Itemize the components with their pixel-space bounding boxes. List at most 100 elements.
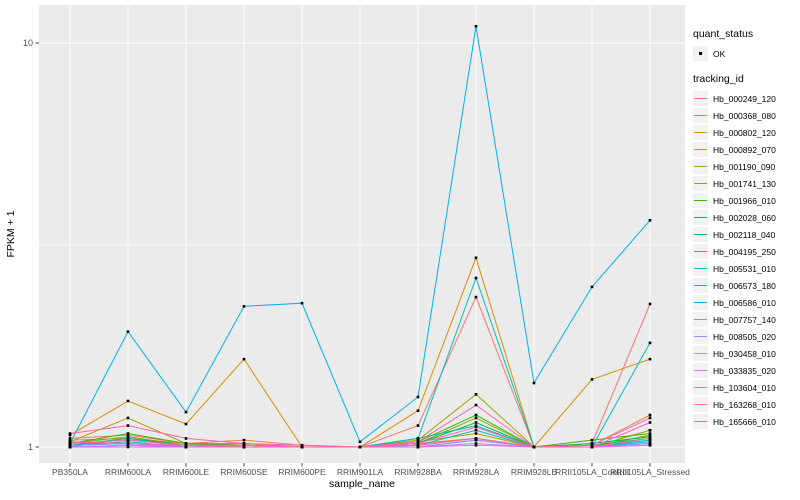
data-point-marker — [126, 442, 130, 445]
legend-item-label: Hb_001190_090 — [713, 161, 776, 172]
data-point-marker — [474, 403, 478, 407]
plot-panel — [39, 5, 685, 463]
legend-quant-status-items: OK — [693, 45, 799, 62]
legend-item-label: Hb_103604_010 — [713, 382, 776, 393]
legend-item-tracking-id: Hb_000892_070 — [693, 141, 799, 158]
x-axis-title: sample_name — [329, 478, 395, 490]
data-point-marker — [68, 445, 72, 449]
legend-item-label: Hb_000892_070 — [713, 144, 776, 155]
data-point-marker — [68, 432, 72, 435]
data-point-marker — [590, 443, 594, 447]
legend-item-label: Hb_030458_010 — [713, 348, 776, 359]
legend-key-box — [693, 91, 708, 106]
legend-item-label: Hb_000249_120 — [713, 93, 776, 104]
data-point-marker — [532, 381, 536, 385]
data-point-marker — [648, 432, 652, 435]
legend-key-box — [693, 244, 708, 259]
data-point-marker — [474, 428, 478, 432]
data-point-marker — [68, 433, 72, 437]
legend-color-line — [694, 335, 707, 338]
data-point-marker — [126, 440, 130, 444]
data-point-marker — [648, 341, 652, 345]
x-tick-label: RRII105LA_Control — [555, 467, 629, 477]
data-point-marker — [648, 219, 652, 222]
legend-color-line — [694, 233, 707, 236]
legend-item-tracking-id: Hb_000368_080 — [693, 107, 799, 124]
legend-item-label: Hb_004195_250 — [713, 246, 776, 257]
data-point-marker — [416, 443, 420, 447]
legend-key-box — [693, 193, 708, 208]
data-point-marker — [242, 443, 246, 447]
data-point-marker — [648, 421, 652, 424]
data-point-marker — [648, 442, 652, 445]
legend-color-line — [694, 301, 707, 304]
data-point-marker — [474, 424, 478, 427]
data-point-marker — [242, 304, 246, 308]
legend-color-line — [694, 284, 707, 287]
x-tick-label: RRIM928BA — [394, 467, 442, 477]
legend-item-tracking-id: Hb_000249_120 — [693, 90, 799, 107]
data-point-marker — [590, 285, 594, 289]
data-point-marker — [474, 421, 478, 424]
legend-item-tracking-id: Hb_006586_010 — [693, 294, 799, 311]
x-tick-label: RRIM600PE — [278, 467, 326, 477]
data-point-marker — [126, 443, 130, 447]
x-tick-label: RRIM928LB — [511, 467, 558, 477]
data-point-marker — [648, 437, 652, 440]
legend-item-tracking-id: Hb_004195_250 — [693, 243, 799, 260]
y-tick-label: 1 — [28, 442, 33, 452]
legend-key-box — [693, 159, 708, 174]
data-point-marker — [126, 424, 130, 427]
x-tick-label: PB350LA — [52, 467, 88, 477]
data-point-marker — [474, 432, 478, 435]
data-point-marker — [126, 445, 130, 449]
legend-title-quant-status: quant_status — [693, 28, 754, 40]
data-point-marker — [590, 438, 594, 442]
x-tick-label: RRIM928LA — [453, 467, 500, 477]
legend-key-box — [693, 210, 708, 225]
data-point-marker — [68, 437, 72, 440]
legend-item-label: Hb_165666_010 — [713, 416, 776, 427]
data-point-marker — [474, 437, 478, 440]
data-point-marker — [474, 295, 478, 299]
legend-item-tracking-id: Hb_165666_010 — [693, 413, 799, 430]
data-point-marker — [416, 395, 420, 399]
data-point-marker — [184, 410, 188, 414]
data-point-marker — [126, 330, 130, 333]
legend-item-tracking-id: Hb_163268_010 — [693, 396, 799, 413]
legend-item-tracking-id: Hb_001966_010 — [693, 192, 799, 209]
data-point-marker — [184, 445, 188, 449]
legend-key-box — [693, 380, 708, 395]
x-tick-label: RRIM600LA — [105, 467, 152, 477]
data-point-marker — [126, 438, 130, 442]
legend-item-label: Hb_006586_010 — [713, 297, 776, 308]
data-point-marker — [416, 438, 420, 442]
data-point-marker — [242, 442, 246, 445]
data-point-marker — [126, 437, 130, 440]
legend-item-tracking-id: Hb_008505_020 — [693, 328, 799, 345]
data-point-marker — [416, 409, 420, 412]
y-tick-label: 10 — [23, 38, 33, 48]
data-point-marker — [242, 357, 246, 361]
legend-color-line — [694, 114, 707, 117]
legend-key-box — [693, 295, 708, 310]
legend-item-tracking-id: Hb_005531_010 — [693, 260, 799, 277]
legend-key-box — [693, 142, 708, 157]
data-point-marker — [416, 440, 420, 444]
data-point-marker — [242, 445, 246, 449]
legend-color-line — [694, 352, 707, 355]
legend-color-line — [694, 369, 707, 372]
legend-item-label: Hb_007757_140 — [713, 314, 776, 325]
data-point-marker — [474, 438, 478, 442]
legend-tracking-id-items: Hb_000249_120 Hb_000368_080 Hb_000802_120 H… — [693, 90, 799, 430]
data-point-marker — [126, 416, 130, 420]
data-point-marker — [416, 442, 420, 445]
legend-item-tracking-id: Hb_001190_090 — [693, 158, 799, 175]
data-point-marker — [648, 440, 652, 444]
data-point-marker — [648, 357, 652, 361]
data-point-marker — [474, 276, 478, 280]
legend-item-label: Hb_002028_060 — [713, 212, 776, 223]
legend-key-box — [693, 46, 708, 61]
data-point-marker — [68, 440, 72, 444]
legend-color-line — [694, 97, 707, 100]
